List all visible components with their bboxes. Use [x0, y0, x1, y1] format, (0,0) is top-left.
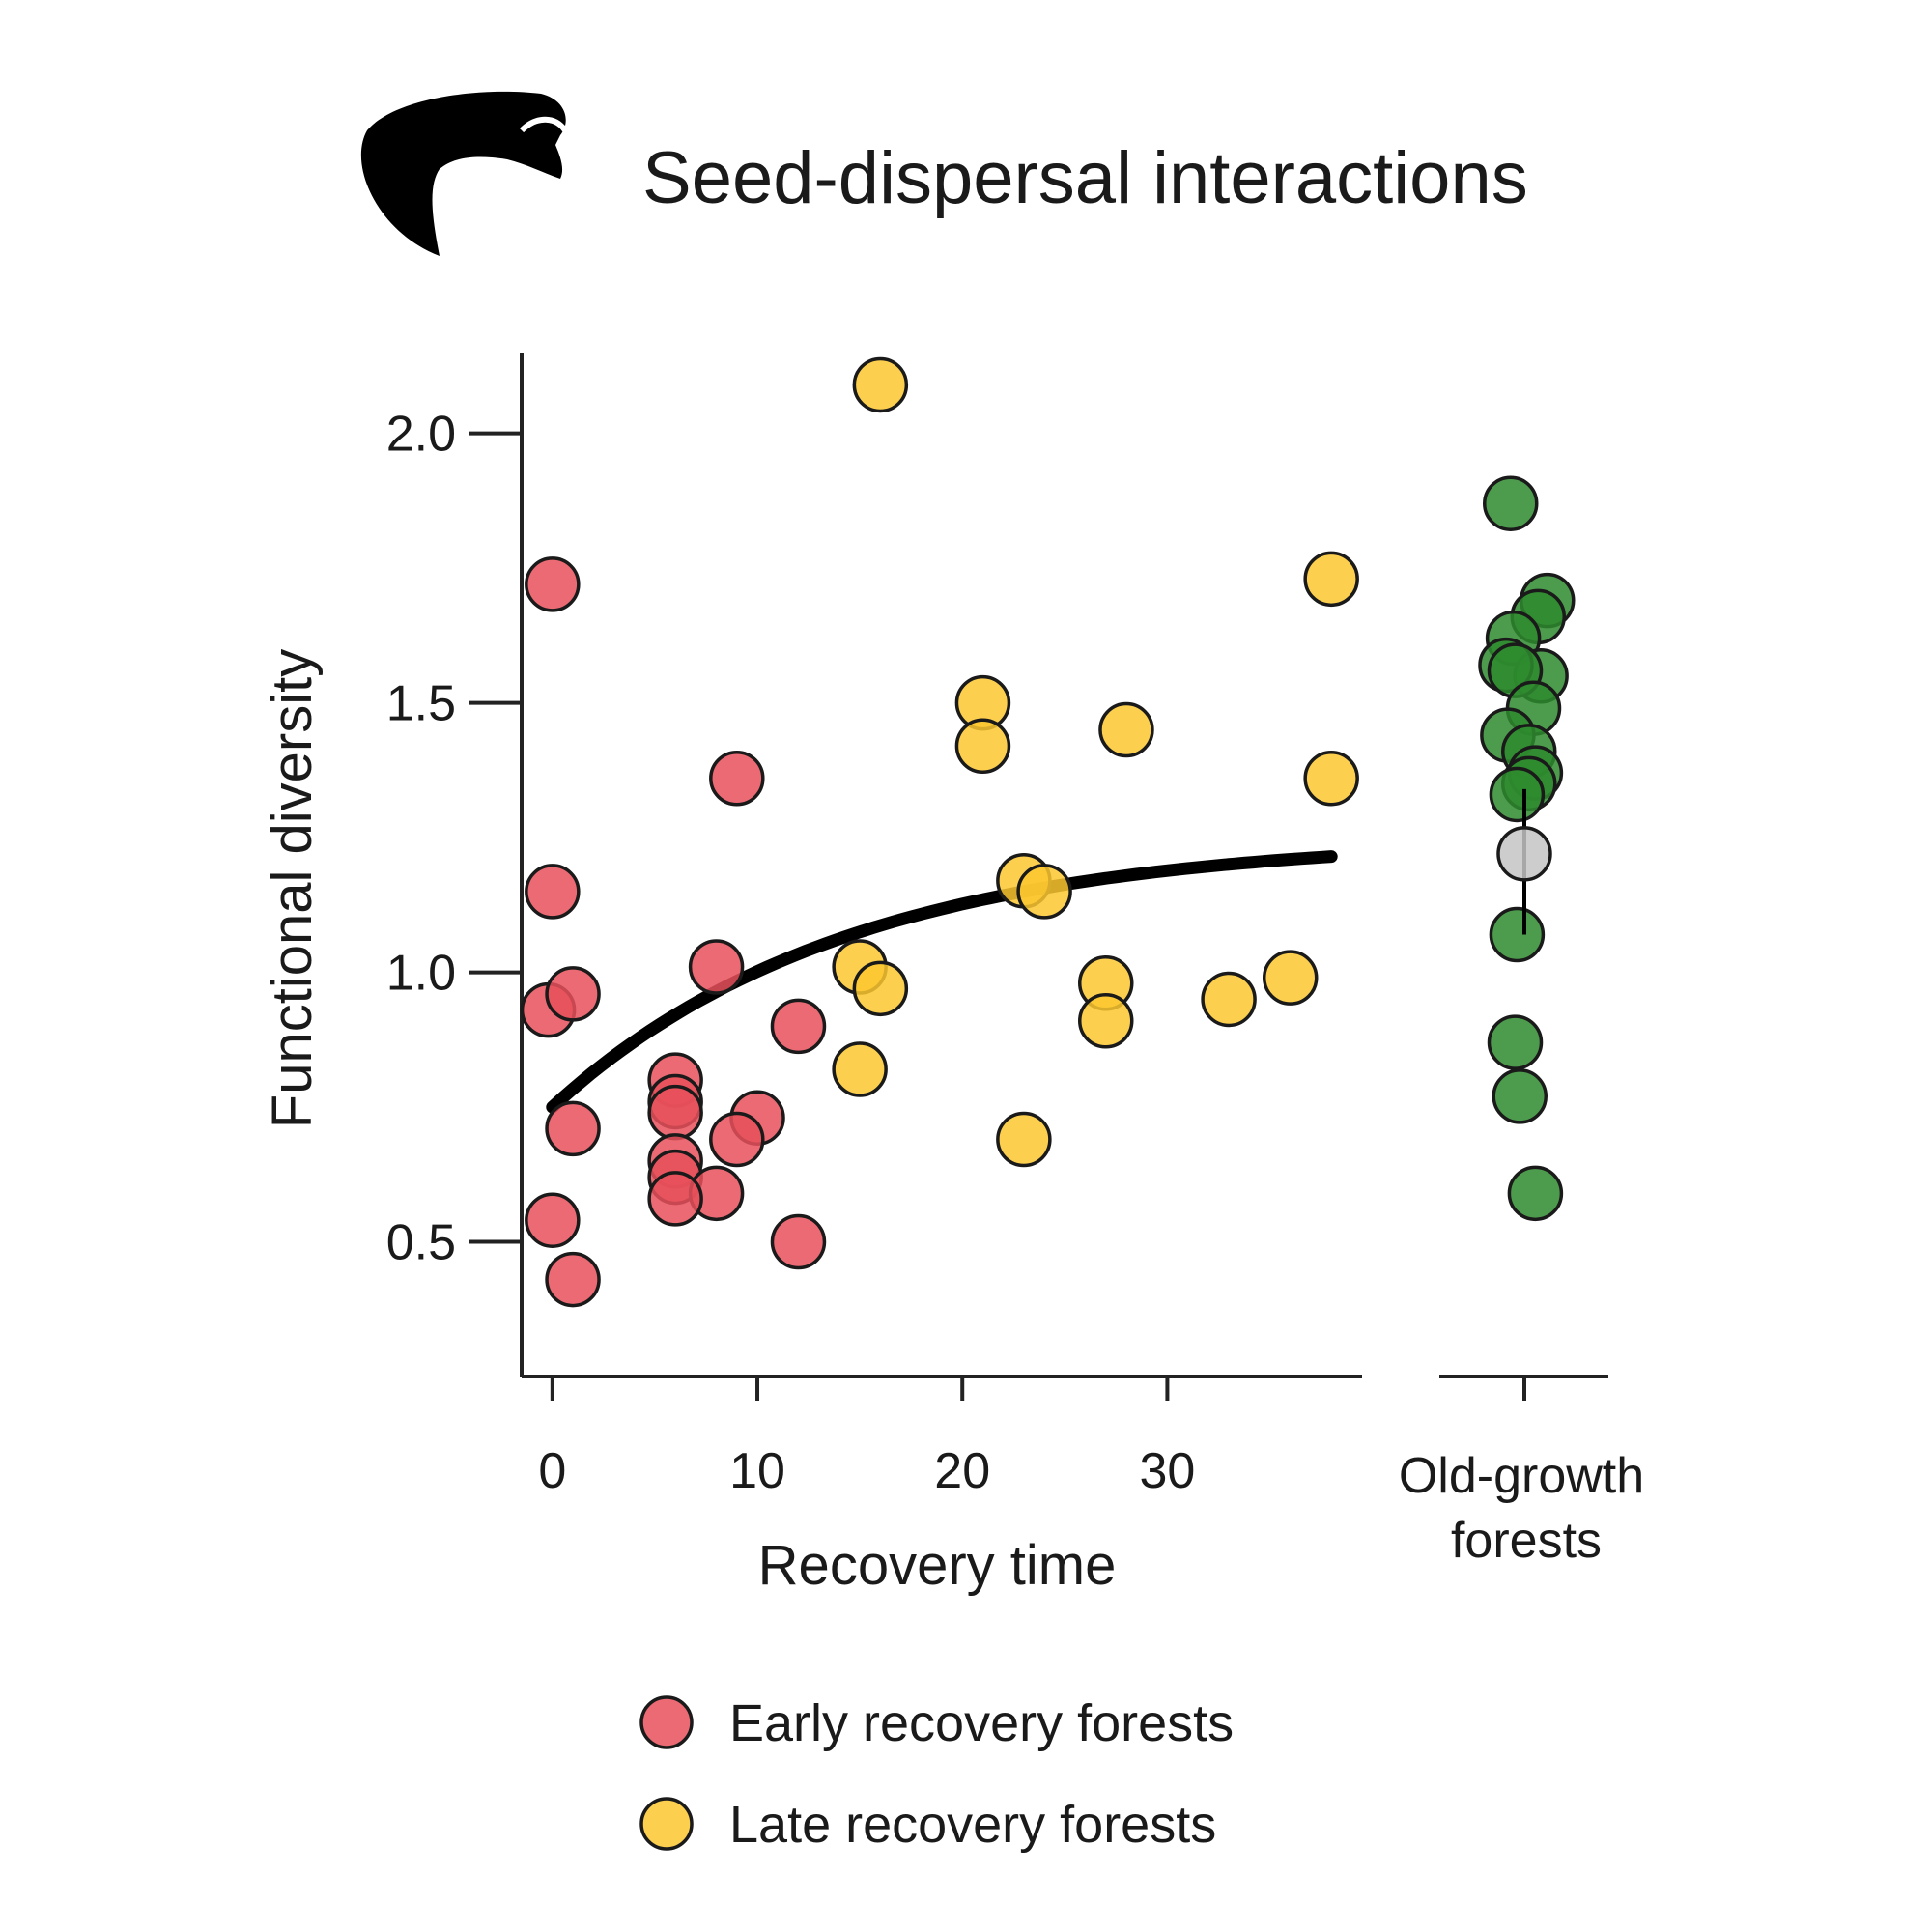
legend-swatch-early [639, 1695, 694, 1749]
late-recovery-point [1078, 993, 1134, 1049]
category-label-line2: forests [1451, 1513, 1602, 1569]
early-recovery-point [770, 1213, 827, 1270]
series-early-recovery [520, 556, 827, 1308]
early-recovery-point [545, 1100, 601, 1157]
early-recovery-point [647, 1171, 703, 1227]
early-recovery-point [525, 864, 581, 920]
old-growth-point [1492, 1068, 1548, 1124]
late-recovery-point [1201, 971, 1257, 1028]
late-recovery-point [954, 718, 1011, 775]
late-recovery-point [1098, 701, 1154, 758]
series-late-recovery [832, 356, 1359, 1168]
y-ticks: 0.5 1.0 1.5 2.0 [386, 407, 522, 1271]
early-recovery-point [647, 1084, 703, 1141]
y-tick-label: 1.5 [386, 676, 456, 732]
early-recovery-point [709, 1111, 765, 1168]
category-label-line1: Old-growth [1399, 1448, 1644, 1504]
early-recovery-point [545, 966, 601, 1022]
y-axis-title: Functional diversity [261, 649, 324, 1128]
x-tick-label: 10 [729, 1443, 785, 1499]
late-recovery-point [832, 1041, 888, 1097]
early-recovery-point [545, 1251, 601, 1308]
x-tick-label: 30 [1139, 1443, 1195, 1499]
x-axis-title: Recovery time [758, 1534, 1117, 1597]
y-tick-label: 0.5 [386, 1215, 456, 1271]
x-tick-label: 0 [538, 1443, 566, 1499]
late-recovery-point [1303, 551, 1359, 608]
old-growth-point [1507, 1165, 1564, 1222]
series-old-growth [1478, 475, 1576, 1222]
old-growth-mean-group [1496, 788, 1552, 935]
legend-swatch-late [639, 1797, 694, 1851]
chart-title: Seed-dispersal interactions [642, 137, 1528, 219]
late-recovery-point [852, 356, 909, 413]
late-recovery-point [1262, 950, 1319, 1006]
late-recovery-point [1303, 750, 1359, 807]
early-recovery-point [688, 939, 745, 995]
old-growth-point [1487, 1014, 1544, 1070]
axes [520, 353, 1608, 1401]
legend-label-late: Late recovery forests [729, 1796, 1216, 1854]
y-tick-label: 1.0 [386, 946, 456, 1002]
late-recovery-point [852, 960, 909, 1017]
legend: Early recovery forests Late recovery for… [639, 1694, 1234, 1854]
legend-label-early: Early recovery forests [729, 1694, 1234, 1752]
late-recovery-point [1016, 864, 1072, 920]
early-recovery-point [525, 556, 581, 612]
old-growth-point [1483, 475, 1539, 531]
old-growth-point [1489, 906, 1546, 963]
early-recovery-point [525, 1192, 581, 1248]
late-recovery-point [996, 1111, 1052, 1168]
x-tick-label: 20 [934, 1443, 990, 1499]
early-recovery-point [709, 750, 765, 807]
early-recovery-point [770, 998, 827, 1055]
old-growth-mean-point [1496, 826, 1552, 882]
y-tick-label: 2.0 [386, 407, 456, 463]
fit-curve [546, 850, 1338, 1114]
x-ticks: 0 10 20 30 [538, 1377, 1195, 1499]
old-growth-point [1489, 766, 1546, 823]
bird-silhouette-icon [360, 91, 568, 256]
